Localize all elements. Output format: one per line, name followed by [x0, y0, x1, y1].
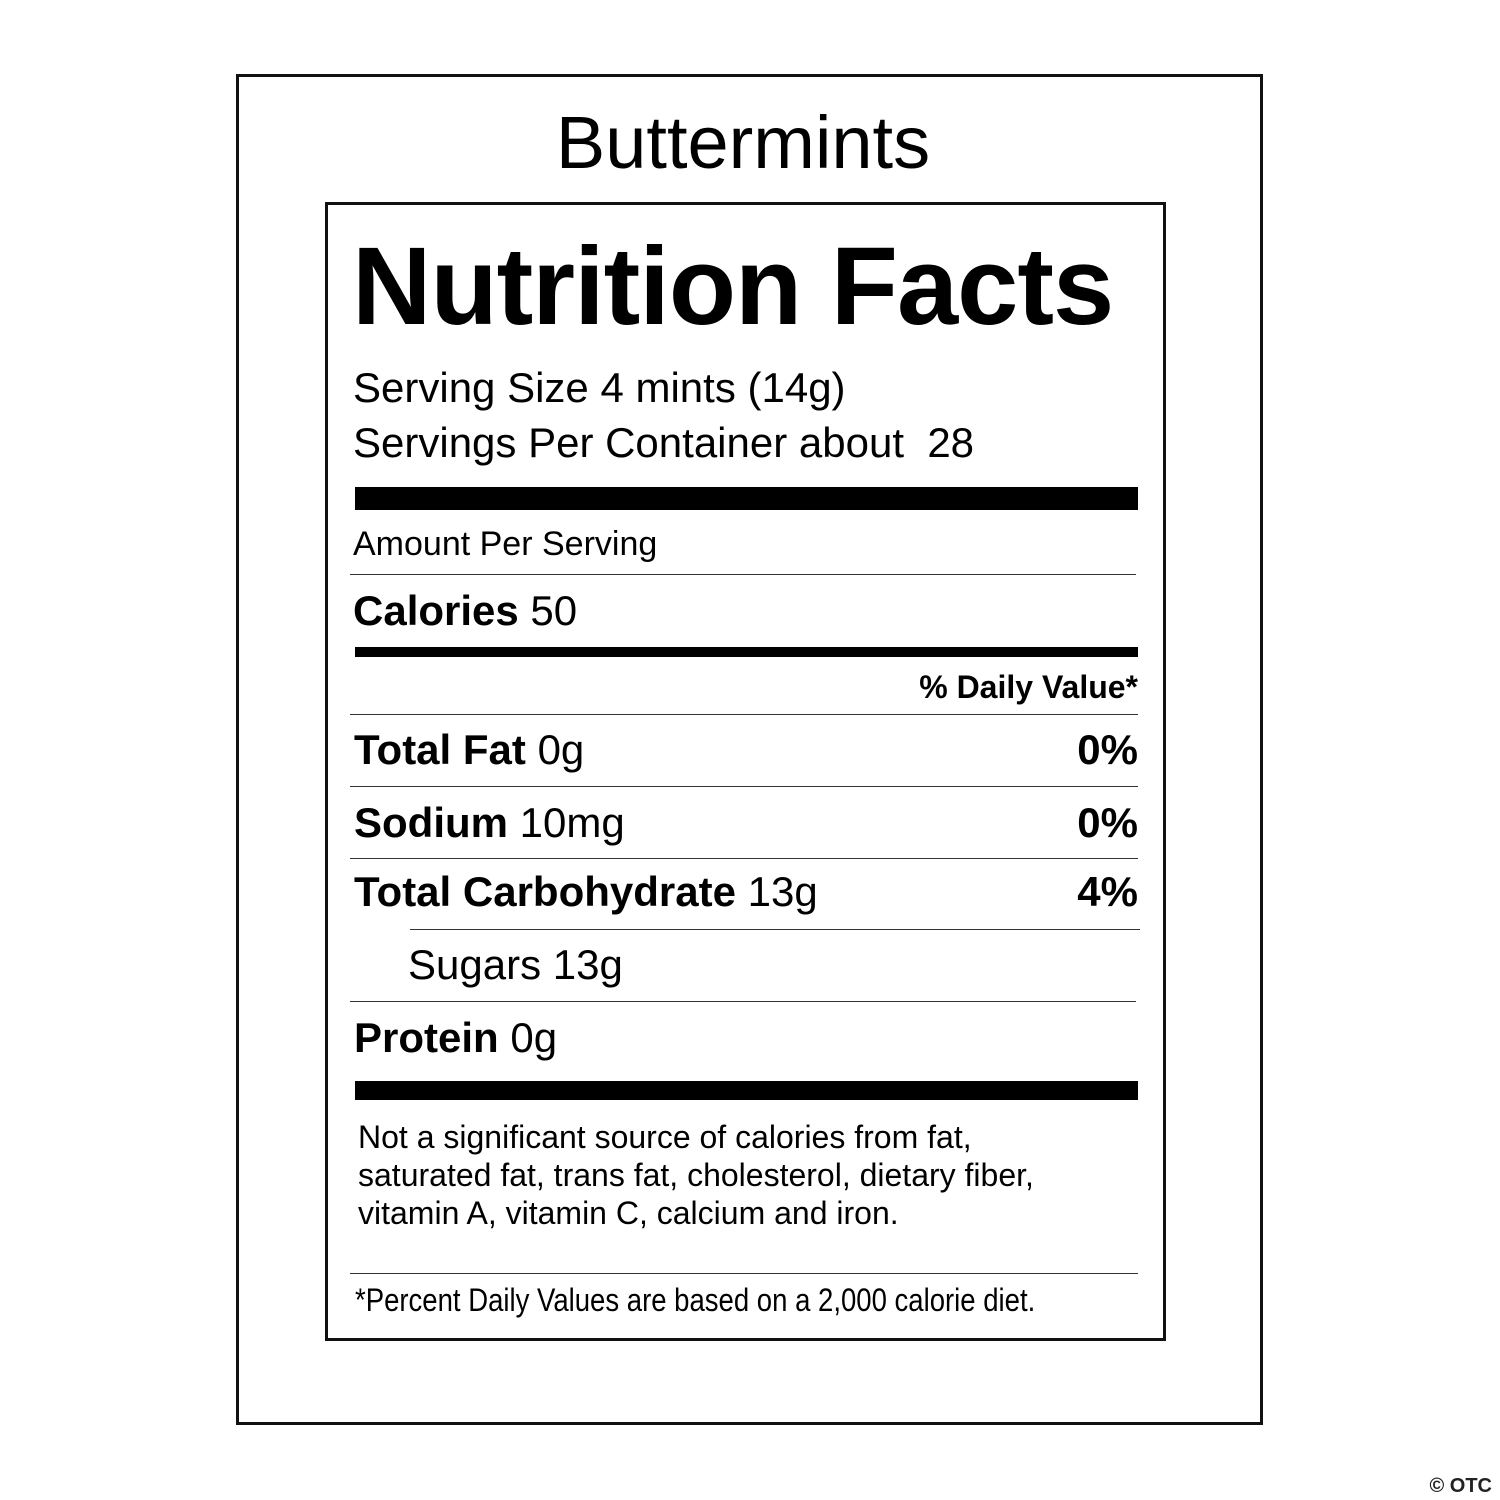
divider: [350, 786, 1138, 787]
servings-per-container: Servings Per Container about 28: [353, 419, 975, 466]
daily-value-header: % Daily Value*: [919, 669, 1138, 705]
nutrient-amount: 13g: [552, 941, 623, 988]
nutrient-dv: 4%: [1077, 868, 1138, 915]
nutrient-label: Sodium: [354, 799, 508, 846]
nutrient-total-carbohydrate: Total Carbohydrate 13g: [354, 871, 818, 913]
medium-divider: [355, 647, 1138, 657]
serving-size: Serving Size 4 mints (14g): [353, 364, 846, 411]
nutrient-amount: 0g: [510, 1014, 558, 1061]
nutrition-label: [325, 202, 1166, 1341]
footnote: *Percent Daily Values are based on a 2,0…: [355, 1282, 1036, 1318]
nutrient-sugars: Sugars 13g: [408, 944, 623, 986]
nutrient-dv: 0%: [1077, 726, 1138, 773]
label-title: Nutrition Facts: [352, 225, 1114, 348]
nutrient-label: Sugars: [408, 941, 542, 988]
calories-value: 50: [530, 587, 578, 634]
nutrient-label: Protein: [354, 1014, 499, 1061]
thick-divider: [355, 487, 1138, 510]
nutrient-label: Total Fat: [354, 726, 526, 773]
disclaimer-line: Not a significant source of calories fro…: [358, 1119, 972, 1155]
divider: [410, 929, 1140, 930]
calories-row: Calories 50: [353, 590, 577, 632]
nutrient-dv: 0%: [1077, 799, 1138, 846]
outer-frame: [236, 74, 1263, 1425]
nutrient-protein: Protein 0g: [354, 1017, 557, 1059]
thick-divider: [355, 1081, 1138, 1100]
divider: [350, 858, 1138, 859]
nutrient-amount: 0g: [537, 726, 585, 773]
divider: [350, 714, 1138, 715]
nutrient-amount: 13g: [747, 868, 818, 915]
nutrient-amount: 10mg: [519, 799, 625, 846]
otc-watermark: © OTC: [1429, 1475, 1492, 1497]
calories-label: Calories: [353, 587, 519, 634]
disclaimer-line: vitamin A, vitamin C, calcium and iron.: [358, 1195, 899, 1231]
nutrient-sodium: Sodium 10mg: [354, 802, 625, 844]
amount-per-serving: Amount Per Serving: [353, 525, 658, 563]
product-name: Buttermints: [555, 101, 931, 184]
divider: [350, 1273, 1138, 1274]
divider: [350, 1001, 1136, 1002]
disclaimer-line: saturated fat, trans fat, cholesterol, d…: [358, 1157, 1034, 1193]
divider: [350, 574, 1136, 575]
nutrient-total-fat: Total Fat 0g: [354, 729, 584, 771]
nutrient-label: Total Carbohydrate: [354, 868, 736, 915]
